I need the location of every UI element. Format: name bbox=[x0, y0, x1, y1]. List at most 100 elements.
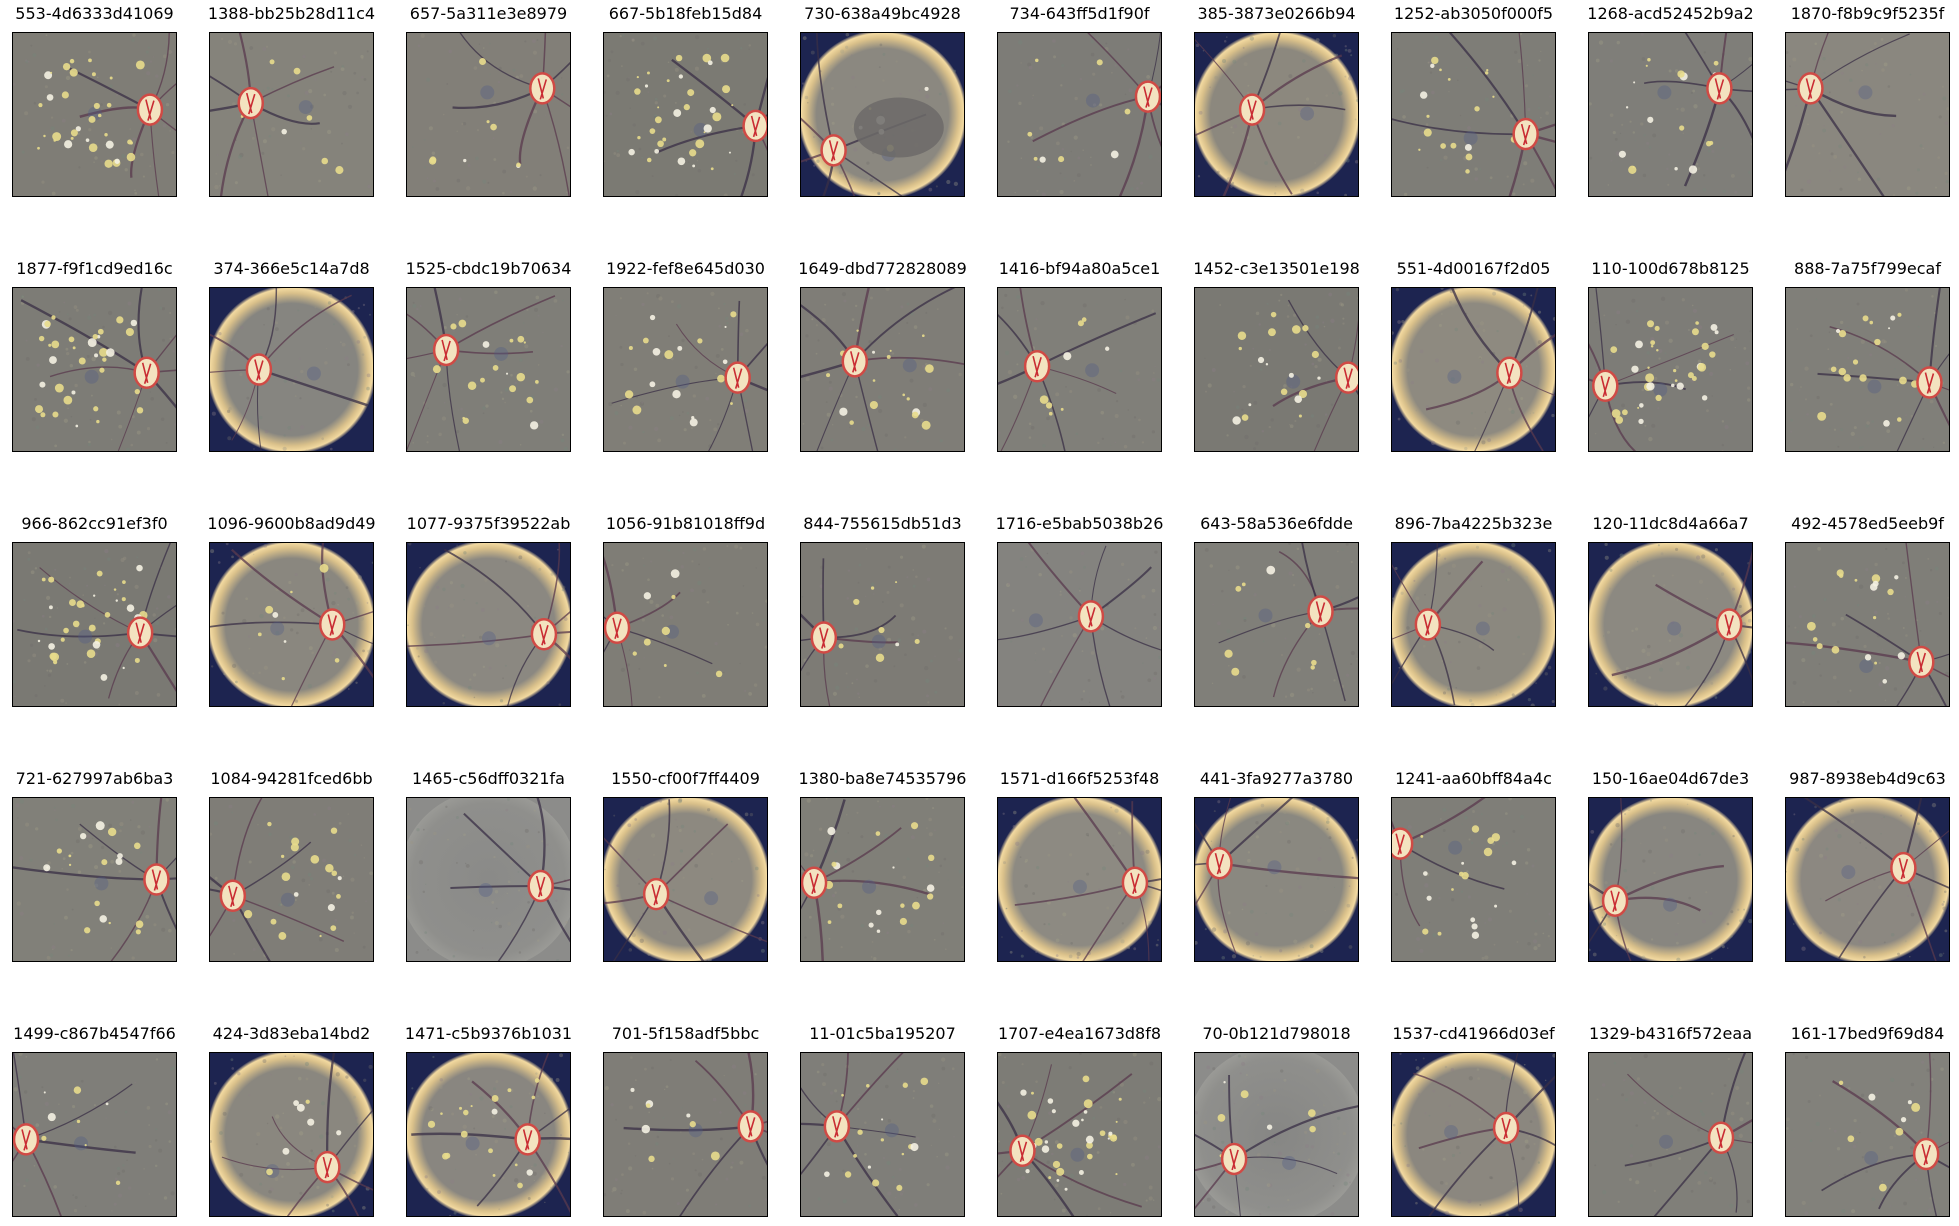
texture-dot bbox=[944, 627, 947, 630]
texture-dot bbox=[753, 683, 758, 687]
texture-dot bbox=[93, 161, 95, 163]
texture-dot bbox=[882, 79, 885, 82]
texture-dot bbox=[887, 1119, 892, 1123]
fundus-field bbox=[1392, 1053, 1555, 1216]
texture-dot bbox=[631, 38, 635, 42]
lesion-spot bbox=[491, 1108, 498, 1115]
texture-dot bbox=[1537, 943, 1541, 948]
texture-dot bbox=[1004, 293, 1008, 297]
texture-dot bbox=[1428, 1114, 1431, 1117]
texture-dot bbox=[1702, 188, 1707, 192]
optic-disc bbox=[143, 863, 170, 896]
texture-dot bbox=[902, 875, 906, 879]
optic-disc bbox=[1206, 846, 1233, 880]
texture-dot bbox=[958, 648, 963, 653]
texture-dot bbox=[1292, 584, 1296, 587]
texture-dot bbox=[1270, 418, 1274, 422]
lesion-spot bbox=[290, 843, 299, 852]
texture-dot bbox=[751, 612, 754, 614]
texture-dot bbox=[707, 808, 711, 812]
image-id-label: 987-8938eb4d9c63 bbox=[1789, 769, 1946, 788]
texture-dot bbox=[1283, 1078, 1287, 1082]
texture-dot bbox=[462, 1124, 467, 1129]
texture-dot bbox=[1158, 625, 1161, 629]
texture-dot bbox=[701, 589, 706, 594]
texture-dot bbox=[1855, 635, 1859, 639]
texture-dot bbox=[220, 37, 224, 41]
texture-dot bbox=[1500, 569, 1505, 574]
lesion-spot bbox=[895, 581, 898, 584]
texture-dot bbox=[1020, 618, 1024, 622]
texture-dot bbox=[715, 372, 717, 375]
lesion-spot bbox=[1637, 406, 1640, 409]
lesion-spot bbox=[61, 91, 69, 99]
lesion-spot bbox=[492, 1173, 496, 1177]
lesion-spot bbox=[523, 341, 526, 344]
texture-dot bbox=[1508, 565, 1512, 569]
texture-dot bbox=[1448, 1104, 1451, 1107]
fundus-image-drawing bbox=[1589, 1053, 1752, 1216]
vessel-line bbox=[1925, 1053, 1932, 1155]
texture-dot bbox=[1415, 1059, 1417, 1061]
texture-dot bbox=[418, 860, 424, 865]
texture-dot bbox=[1258, 323, 1262, 326]
lesion-spot bbox=[824, 1171, 830, 1177]
texture-dot bbox=[53, 1185, 57, 1189]
texture-dot bbox=[297, 309, 300, 312]
texture-dot bbox=[943, 857, 947, 861]
texture-dot bbox=[533, 616, 537, 620]
texture-dot bbox=[1676, 957, 1681, 961]
texture-dot bbox=[1077, 156, 1081, 160]
lesion-spot bbox=[1671, 383, 1675, 388]
lesion-spot bbox=[645, 1103, 651, 1108]
texture-dot bbox=[1814, 42, 1818, 46]
texture-dot bbox=[1015, 841, 1020, 846]
texture-dot bbox=[1648, 436, 1653, 442]
texture-dot bbox=[676, 826, 678, 828]
fundus-image-drawing bbox=[1786, 1053, 1949, 1216]
texture-dot bbox=[172, 703, 174, 706]
texture-dot bbox=[1890, 932, 1895, 937]
lesion-spot bbox=[467, 381, 477, 390]
texture-dot bbox=[1007, 89, 1012, 94]
texture-dot bbox=[1840, 945, 1845, 950]
texture-dot bbox=[21, 295, 25, 298]
fundus-image-drawing bbox=[1786, 33, 1949, 196]
texture-dot bbox=[1748, 919, 1752, 924]
texture-dot bbox=[1031, 97, 1034, 100]
texture-dot bbox=[493, 158, 497, 161]
image-id-label: 1870-f8b9c9f5235f bbox=[1790, 4, 1945, 23]
disc-vessel bbox=[254, 359, 264, 381]
macula bbox=[1653, 382, 1668, 397]
texture-dot bbox=[1082, 303, 1087, 308]
texture-dot bbox=[1804, 366, 1809, 371]
texture-dot bbox=[1678, 633, 1684, 638]
texture-dot bbox=[1439, 158, 1443, 162]
image-id-label: 1499-c867b4547f66 bbox=[13, 1024, 176, 1043]
texture-dot bbox=[249, 46, 254, 50]
texture-dot bbox=[827, 1203, 830, 1205]
texture-dot bbox=[1631, 629, 1634, 633]
texture-dot bbox=[1511, 543, 1516, 548]
texture-dot bbox=[1552, 317, 1555, 321]
texture-dot bbox=[35, 425, 40, 429]
texture-dot bbox=[804, 95, 809, 100]
texture-dot bbox=[247, 635, 251, 638]
texture-dot bbox=[107, 310, 113, 316]
lesion-spot bbox=[628, 148, 635, 156]
lesion-spot bbox=[637, 135, 641, 140]
lesion-spot bbox=[866, 1084, 870, 1088]
texture-dot bbox=[851, 870, 855, 873]
texture-dot bbox=[1865, 567, 1869, 572]
texture-dot bbox=[1355, 99, 1358, 103]
macula bbox=[1447, 369, 1462, 384]
texture-dot bbox=[448, 49, 452, 54]
lesion-spot bbox=[906, 397, 910, 401]
texture-dot bbox=[879, 43, 883, 47]
texture-dot bbox=[643, 564, 646, 567]
lesion-spot bbox=[644, 84, 649, 88]
texture-dot bbox=[1279, 949, 1283, 953]
macula bbox=[1663, 897, 1678, 912]
texture-dot bbox=[1158, 160, 1160, 162]
texture-dot bbox=[1828, 91, 1831, 94]
